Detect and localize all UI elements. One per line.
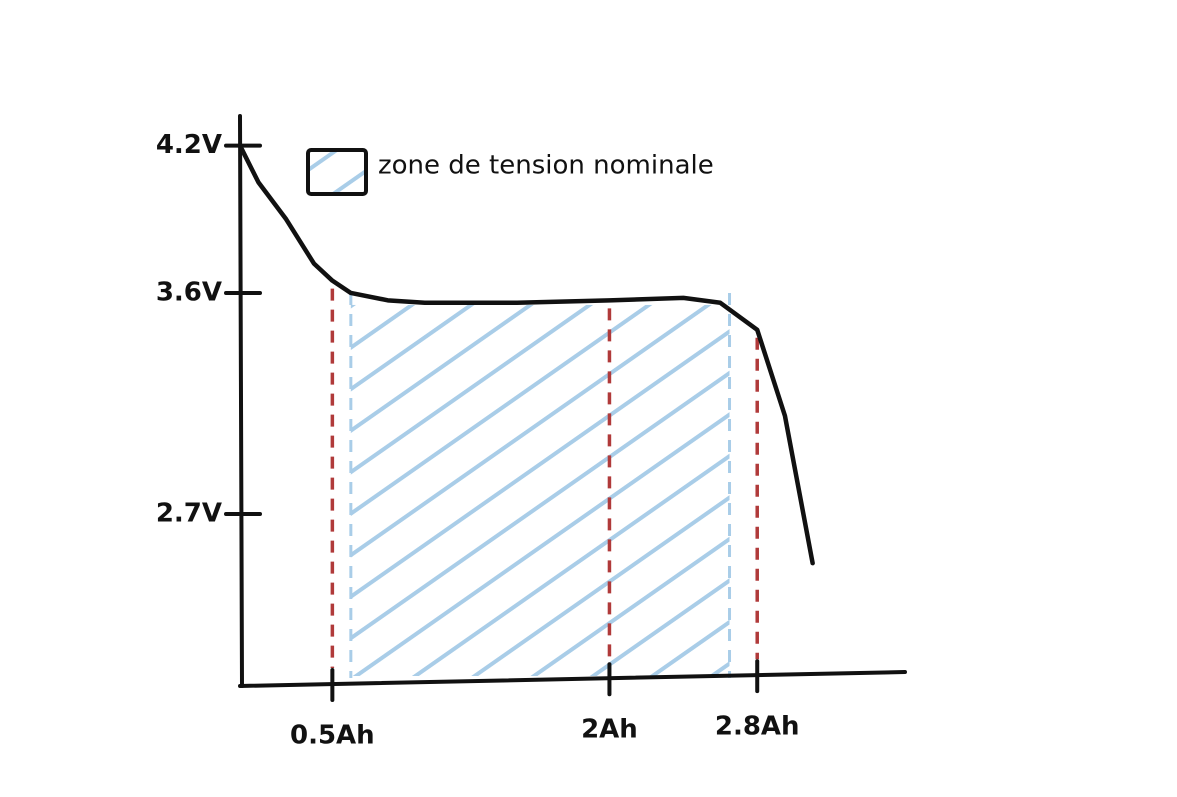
legend-swatch [306,148,368,196]
y-tick-label: 3.6V [156,277,222,307]
x-tick-label: 2.8Ah [715,712,800,742]
x-tick-label: 2Ah [581,715,638,745]
nominal-zone [350,304,730,676]
x-tick-label: 0.5Ah [290,721,375,751]
y-tick-label: 4.2V [156,130,222,160]
legend-label: zone de tension nominale [378,151,714,181]
y-tick-label: 2.7V [156,499,222,529]
discharge-curve [237,143,815,566]
legend: zone de tension nominale [306,148,714,196]
y-axis [238,114,244,688]
x-axis [238,670,907,688]
